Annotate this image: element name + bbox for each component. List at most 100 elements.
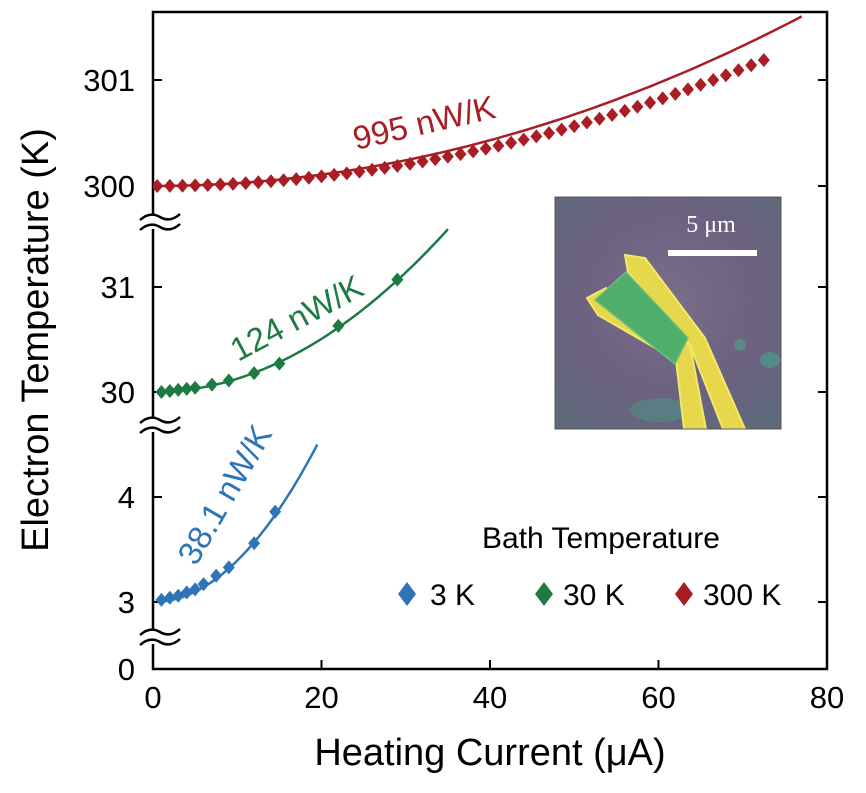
series-300k — [153, 15, 803, 193]
data-point-1-1 — [163, 383, 176, 398]
inset-micrograph: 5 μm — [554, 196, 782, 430]
data-point-0-9 — [269, 504, 282, 519]
y-axis-title: Electron Temperature (K) — [15, 128, 57, 552]
x-tick-label-2: 40 — [473, 680, 507, 715]
data-point-0-4 — [189, 582, 202, 597]
data-point-2-24 — [454, 147, 467, 162]
data-point-1-7 — [248, 366, 261, 381]
data-point-2-36 — [606, 107, 619, 122]
data-point-2-16 — [353, 164, 366, 179]
axis-breaks — [139, 213, 181, 646]
data-point-2-48 — [757, 53, 770, 68]
x-axis-title: Heating Current (μA) — [314, 732, 665, 774]
data-point-2-20 — [403, 156, 416, 171]
legend-entry-3k: 3 K — [430, 579, 475, 612]
data-point-2-14 — [328, 167, 341, 182]
data-point-2-6 — [227, 176, 240, 191]
data-point-1-5 — [205, 377, 218, 392]
data-point-2-35 — [593, 111, 606, 126]
data-point-1-0 — [155, 385, 168, 399]
data-point-2-37 — [618, 103, 631, 118]
y-tick-label-6: 301 — [83, 63, 135, 98]
data-point-0-0 — [155, 592, 168, 607]
y-tick-label-3: 30 — [101, 375, 135, 410]
data-point-2-13 — [315, 169, 328, 184]
data-point-2-40 — [656, 91, 669, 106]
data-point-2-9 — [264, 174, 277, 189]
data-point-2-5 — [214, 177, 227, 192]
data-point-2-21 — [416, 154, 429, 169]
data-point-1-2 — [172, 382, 185, 397]
x-tick-label-4: 80 — [810, 680, 844, 715]
data-point-2-0 — [153, 178, 164, 193]
legend-title: Bath Temperature — [482, 522, 720, 555]
data-point-2-30 — [530, 129, 543, 144]
data-point-2-38 — [631, 99, 644, 114]
data-point-2-29 — [517, 132, 530, 147]
legend-marker-3k — [398, 582, 416, 606]
data-point-2-2 — [176, 178, 189, 193]
data-point-0-8 — [248, 536, 261, 551]
y-tick-label-2: 4 — [118, 480, 135, 515]
legend-marker-30k — [535, 582, 553, 606]
data-point-2-22 — [429, 152, 442, 167]
data-point-0-6 — [210, 568, 223, 583]
legend-entry-30k: 30 K — [563, 579, 625, 612]
data-point-1-3 — [180, 381, 193, 396]
x-tick-label-3: 60 — [641, 680, 675, 715]
data-point-1-4 — [189, 380, 202, 395]
data-point-2-7 — [239, 176, 252, 191]
tick-labels: 0 20 40 60 80 0 3 4 30 31 300 301 — [83, 63, 844, 715]
data-point-2-44 — [707, 73, 720, 88]
data-point-2-10 — [277, 173, 290, 188]
data-point-2-11 — [290, 172, 303, 187]
data-point-2-47 — [745, 58, 758, 73]
x-tick-label-0: 0 — [144, 680, 161, 715]
data-point-2-1 — [163, 178, 176, 193]
data-point-2-27 — [492, 138, 505, 153]
data-point-2-3 — [189, 178, 202, 193]
data-point-0-5 — [197, 577, 210, 592]
y-tick-label-0: 0 — [118, 652, 135, 687]
data-point-2-42 — [681, 82, 694, 97]
fit-label-300k: 995 nW/K — [349, 88, 499, 157]
legend: Bath Temperature 3 K 30 K 300 K — [398, 522, 781, 612]
fit-label-3k: 38.1 nW/K — [170, 419, 279, 571]
data-point-2-8 — [252, 175, 265, 190]
data-point-2-19 — [391, 158, 404, 173]
data-point-0-7 — [222, 560, 235, 575]
series-layer — [153, 15, 803, 607]
data-point-2-18 — [378, 160, 391, 175]
data-point-2-23 — [441, 149, 454, 164]
data-point-2-4 — [201, 177, 214, 192]
data-point-2-39 — [644, 95, 657, 110]
y-tick-label-5: 300 — [83, 169, 135, 204]
data-point-2-25 — [467, 144, 480, 159]
y-tick-label-1: 3 — [118, 585, 135, 620]
data-point-1-8 — [273, 356, 286, 371]
data-point-2-31 — [542, 126, 555, 141]
data-point-1-10 — [391, 272, 404, 287]
axis-break-0 — [139, 628, 181, 646]
data-point-2-12 — [302, 170, 315, 185]
data-point-2-17 — [366, 162, 379, 177]
series-3k — [155, 443, 319, 607]
legend-marker-300k — [675, 582, 693, 606]
data-point-2-34 — [580, 115, 593, 130]
series-30k — [155, 228, 449, 399]
y-tick-label-4: 31 — [101, 270, 135, 305]
legend-entry-300k: 300 K — [703, 579, 781, 612]
data-point-2-45 — [719, 68, 732, 83]
data-point-0-1 — [163, 590, 176, 605]
x-tick-label-1: 20 — [304, 680, 338, 715]
data-point-2-32 — [555, 122, 568, 137]
data-point-2-28 — [505, 135, 518, 150]
data-point-2-33 — [568, 119, 581, 134]
data-point-2-15 — [340, 166, 353, 181]
axis-break-1 — [139, 416, 181, 434]
data-point-2-43 — [694, 77, 707, 92]
data-point-2-26 — [479, 141, 492, 156]
data-point-1-9 — [332, 318, 345, 333]
data-point-1-6 — [222, 373, 235, 388]
